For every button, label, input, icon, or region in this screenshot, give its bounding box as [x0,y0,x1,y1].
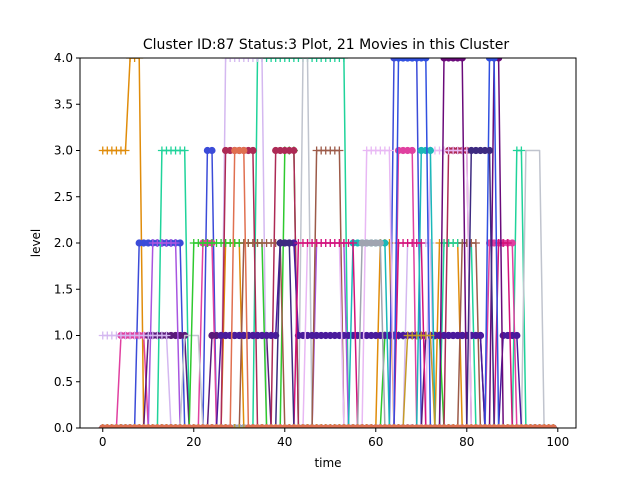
data-point [312,58,321,62]
data-point [171,239,180,247]
data-point [508,239,516,247]
data-point [249,146,257,155]
data-point [267,58,276,62]
data-point [330,58,339,62]
y-tick-label: 2.5 [54,190,73,204]
data-point [285,239,293,247]
data-point [276,58,285,62]
data-point [239,424,248,428]
y-tick-label: 0.0 [54,421,73,435]
data-point [253,58,262,62]
data-point [208,146,216,155]
series-line [102,58,554,428]
data-point [130,58,139,62]
data-point [317,58,326,62]
data-point [349,239,358,247]
data-point [326,58,335,62]
data-point [503,239,512,247]
y-tick-label: 2.0 [54,236,73,250]
y-tick-label: 4.0 [54,51,73,65]
x-tick-label: 0 [99,435,107,449]
data-point [321,58,330,62]
series-21 [99,146,557,428]
data-point [230,424,239,428]
y-tick-label: 3.0 [54,144,73,158]
data-point [335,58,344,62]
data-point [221,58,230,62]
data-point [240,146,248,155]
data-point [458,58,466,62]
data-point [471,239,480,247]
data-point [126,58,135,62]
data-point [262,58,271,62]
data-point [258,58,267,62]
data-point [162,331,171,340]
data-point [289,58,298,62]
data-point [180,146,189,155]
y-axis-label: level [29,229,43,258]
data-point [422,58,430,62]
data-point [476,331,485,340]
series-line [102,58,554,428]
data-point [385,146,394,155]
series-line [102,149,554,428]
data-point [517,146,526,155]
series-line [102,58,554,428]
x-tick-label: 20 [186,435,201,449]
y-axis: 0.0 0.5 1.0 1.5 2.0 2.5 3.0 3.5 4.0 [54,51,80,435]
data-point [121,146,130,155]
data-point [239,58,248,62]
x-tick-label: 60 [368,435,383,449]
y-tick-label: 1.0 [54,329,73,343]
data-point [226,424,234,428]
x-tick-label: 100 [546,435,569,449]
data-point [490,58,498,62]
plot-area-frame [79,57,577,429]
data-point [426,146,434,155]
data-point [339,58,348,62]
data-point [271,58,280,62]
data-point [176,239,184,247]
chart-title: Cluster ID:87 Status:3 Plot, 21 Movies i… [143,37,510,53]
data-point [285,58,294,62]
series-line [102,149,554,428]
data-point [335,146,344,155]
data-point [408,146,416,155]
series-8 [102,58,554,428]
data-point [248,58,257,62]
data-point [280,58,289,62]
x-tick-label: 40 [277,435,292,449]
data-point [235,424,244,428]
data-point [244,58,253,62]
data-point [426,331,435,340]
data-point [294,58,303,62]
data-point [290,146,298,155]
data-point [513,331,521,340]
y-tick-label: 3.5 [54,97,73,111]
data-point [230,58,239,62]
data-point [485,146,494,155]
x-axis-label: time [314,456,341,470]
data-point [376,239,384,247]
data-point [417,239,426,247]
data-point [226,58,235,62]
data-point [549,424,557,428]
data-point [135,58,144,62]
series-layer [98,58,558,428]
data-point [235,58,244,62]
x-axis: 0 20 40 60 80 100 [99,428,569,449]
y-tick-label: 0.5 [54,375,73,389]
data-point [308,58,317,62]
y-tick-label: 1.5 [54,282,73,296]
x-tick-label: 80 [459,435,474,449]
